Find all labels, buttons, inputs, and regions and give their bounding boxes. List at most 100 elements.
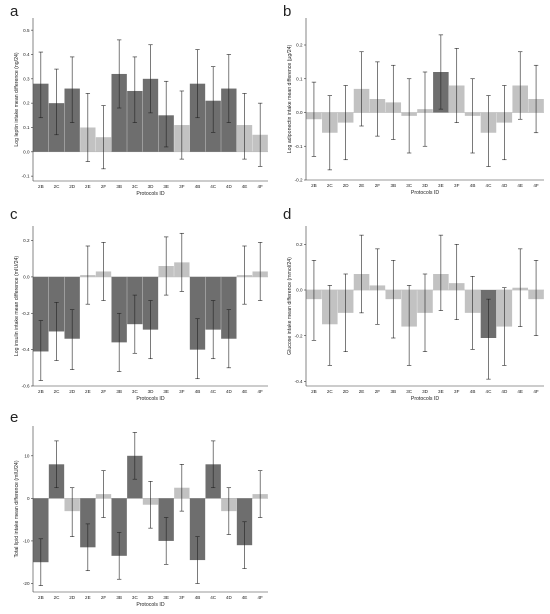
x-tick-label-3B: 3B [116,389,122,394]
x-tick-label-3F: 3F [179,184,185,189]
y-tick-label: 0.3 [23,76,30,81]
error-bar-b-3C [406,78,412,154]
y-axis-label: Glucose intake mean difference (mmol/24) [287,257,293,355]
y-tick-label: 0.2 [23,101,30,106]
x-tick-label-3E: 3E [438,183,444,188]
x-tick-label-4C: 4C [210,389,217,394]
error-bar-b-2B [311,81,317,157]
x-tick-label-2F: 2F [101,184,107,189]
error-bar-a-2C [54,68,59,136]
x-tick-label-2D: 2D [69,595,76,600]
x-tick-label-2F: 2F [101,595,107,600]
error-bar-b-4D [502,85,507,161]
error-bar-a-3E [163,80,169,148]
error-bar-d-4C [486,298,491,380]
bar-c-4B [189,276,206,350]
panel-letter-e: e [10,409,19,426]
chart-panel-e: 2B 2C 2D 2E 2F 3B 3C 3D 3E 3F 4B 4C 4D 4E 4F -20 -10 0 10 P… [14,426,268,608]
x-tick-label-4E: 4E [242,389,248,394]
x-tick-label-3D: 3D [422,183,429,188]
error-bar-c-4B [195,318,200,380]
error-bar-b-4B [470,78,475,154]
bar-e-3B [111,498,127,556]
x-tick-label-3B: 3B [390,183,396,188]
panel-letter-b: b [283,3,292,20]
chart-panel-b: 2B 2C 2D 2E 2F 3B 3C 3D 3E 3F 4B 4C 4D 4E 4F -0.2 -0.1 0.… [287,18,544,196]
error-bar-a-2E [85,93,91,162]
error-bar-e-3E [163,517,169,565]
error-bar-e-2D [69,487,75,537]
y-tick-label: 0.2 [296,43,303,48]
x-tick-label-4B: 4B [195,184,201,189]
x-tick-label-3B: 3B [116,595,122,600]
x-tick-label-3C: 3C [406,183,413,188]
x-tick-label-2B: 2B [311,183,317,188]
y-tick-label: 0.0 [23,275,30,280]
error-bar-c-4C [210,300,216,360]
x-tick-label-4E: 4E [517,183,523,188]
error-bar-a-3D [148,44,153,114]
x-tick-label-3F: 3F [179,389,185,394]
x-tick-label-2D: 2D [343,389,350,394]
x-tick-label-3B: 3B [390,389,396,394]
error-bar-c-2B [38,320,44,381]
x-tick-label-3B: 3B [116,184,122,189]
x-tick-label-4D: 4D [501,183,508,188]
error-bar-d-4D [502,287,507,366]
y-tick-label: 0.1 [296,76,303,81]
x-tick-label-2C: 2C [54,595,61,600]
error-bar-d-3D [422,273,428,353]
error-bar-b-3F [454,48,459,123]
error-bar-c-4F [257,242,263,301]
x-tick-label-2B: 2B [38,389,44,394]
error-bar-b-3E [438,34,444,110]
x-tick-label-3C: 3C [406,389,413,394]
x-tick-label-4C: 4C [486,183,493,188]
x-tick-label-3D: 3D [422,389,429,394]
error-bar-b-3B [391,64,396,140]
error-bar-b-4F [533,64,539,134]
panel-letter-d: d [283,206,292,223]
y-tick-label: -20 [23,581,30,586]
error-bar-d-2C [327,285,332,366]
y-tick-label: 0.5 [23,28,30,33]
y-tick-label: -0.2 [295,333,303,338]
error-bar-b-3D [422,71,428,147]
error-bar-c-3B [116,312,122,372]
error-bar-e-4D [226,487,232,535]
x-tick-label-4F: 4F [257,184,263,189]
error-bar-b-4E [518,51,523,120]
error-bar-e-4B [195,536,200,584]
x-tick-label-3F: 3F [179,595,185,600]
x-tick-label-4B: 4B [195,595,201,600]
chart-panel-d: 2B 2C 2D 2E 2F 3B 3C 3D 3E 3F 4B 4C 4D 4E 4F -0.4 -0.2 0.… [287,226,544,402]
x-tick-label-3D: 3D [148,595,155,600]
x-tick-label-2F: 2F [101,389,107,394]
x-tick-label-2C: 2C [327,389,334,394]
x-tick-label-2E: 2E [359,389,365,394]
error-bar-c-2F [101,242,106,301]
x-tick-label-4C: 4C [210,595,217,600]
x-tick-label-3D: 3D [148,184,155,189]
x-tick-label-4E: 4E [242,184,248,189]
bar-c-3B [111,276,127,343]
x-axis-label: Protocols ID [136,396,165,402]
y-tick-label: -0.2 [295,178,303,183]
bar-e-2E [80,498,96,548]
y-tick-label: 0 [27,496,30,501]
x-tick-label-4D: 4D [226,595,233,600]
x-tick-label-4D: 4D [501,389,508,394]
x-tick-label-4F: 4F [257,389,263,394]
x-tick-label-2E: 2E [85,389,91,394]
y-tick-label: -0.4 [22,347,30,352]
error-bar-c-2C [54,302,59,361]
x-axis-label: Protocols ID [136,191,165,197]
x-tick-label-2E: 2E [85,184,91,189]
y-axis-label: Log insulin intake mean difference (mIU/… [14,256,20,357]
error-bar-e-3D [148,481,153,529]
x-tick-label-2C: 2C [327,183,334,188]
x-tick-label-4F: 4F [533,389,539,394]
error-bar-c-3E [163,236,169,296]
error-bar-e-3F [179,464,185,512]
bar-c-4D [221,276,237,339]
